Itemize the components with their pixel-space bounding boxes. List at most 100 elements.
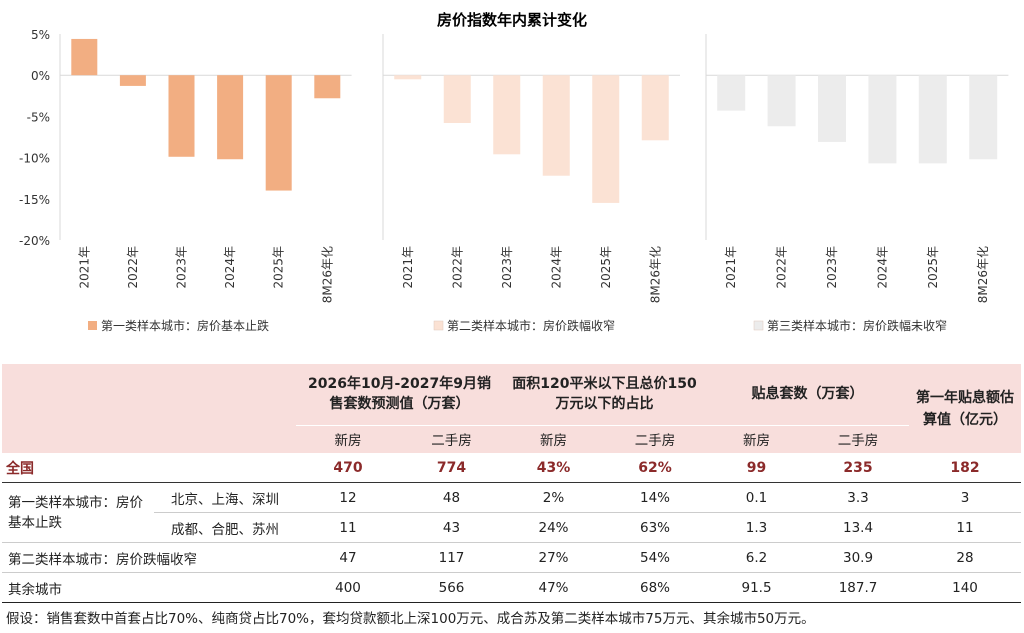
- bar: [868, 75, 897, 164]
- cell: 47: [296, 542, 400, 573]
- x-tick-label: 2025年: [599, 246, 613, 289]
- bar: [918, 75, 947, 164]
- cell: 48: [400, 482, 503, 513]
- x-tick-label: 2022年: [775, 246, 789, 289]
- cell: 99: [706, 453, 808, 483]
- cell: 2%: [503, 482, 604, 513]
- group-label-text: 第一类样本城市：房价基本止跌: [8, 494, 143, 531]
- cell: 470: [296, 453, 400, 483]
- x-tick-label: 2024年: [549, 246, 563, 289]
- y-tick-label: -20%: [19, 234, 50, 248]
- x-tick-label: 2022年: [450, 246, 464, 289]
- x-tick-label: 2023年: [825, 246, 839, 289]
- cell: 140: [909, 572, 1022, 603]
- chart-panels: 2021年 2022年 2023年 2024年 2025年 8M26年化 2021年 2022…: [59, 34, 1009, 303]
- row-label: 第二类样本城市：房价跌幅收窄: [2, 542, 296, 573]
- cell: 566: [400, 572, 503, 603]
- header-row-1: 2026年10月-2027年9月销售套数预测值（万套） 面积120平米以下且总价…: [2, 364, 1022, 453]
- panel-3: 2021年 2022年 2023年 2024年 2025年 8M26年化: [705, 34, 1009, 303]
- bar: [217, 75, 244, 160]
- bar: [542, 75, 570, 176]
- x-tick-label: 2022年: [126, 246, 140, 289]
- bar: [314, 75, 341, 99]
- x-tick-label: 2025年: [926, 246, 940, 289]
- table-row: 成都、合肥、苏州 11 43 24% 63% 1.3 13.4 11: [2, 512, 1022, 543]
- legend-label: 第二类样本城市：房价跌幅收窄: [447, 318, 615, 333]
- legend-swatch: [433, 320, 444, 331]
- legend-item: 第一类样本城市：房价基本止跌: [88, 318, 269, 333]
- legend-item: 第三类样本城市：房价跌幅未收窄: [753, 318, 947, 333]
- x-tick-label: 8M26年化: [320, 246, 334, 303]
- bar: [493, 75, 521, 155]
- cell: 27%: [503, 542, 604, 573]
- cell: 0.1: [706, 482, 808, 513]
- cell: 1.3: [706, 512, 808, 543]
- x-tick-label: 2024年: [223, 246, 237, 289]
- data-table: 2026年10月-2027年9月销售套数预测值（万套） 面积120平米以下且总价…: [2, 364, 1022, 631]
- bar: [71, 38, 98, 76]
- cell: 12: [296, 482, 400, 513]
- data-table-container: 2026年10月-2027年9月销售套数预测值（万套） 面积120平米以下且总价…: [2, 364, 1022, 631]
- row-label: 北京、上海、深圳: [154, 482, 296, 513]
- cell: 182: [909, 453, 1022, 483]
- bar: [592, 75, 620, 203]
- cell: 3.3: [807, 482, 910, 513]
- header-empty-cell: [2, 364, 296, 453]
- cell: 24%: [503, 512, 604, 543]
- y-tick-label: -10%: [19, 152, 50, 166]
- table-row: 第一类样本城市：房价基本止跌 北京、上海、深圳 12 48 2% 14% 0.1…: [2, 482, 1022, 543]
- cell: 63%: [604, 512, 707, 543]
- row-label: 全国: [2, 453, 296, 483]
- cell: 14%: [604, 482, 707, 513]
- x-tick-label: 2024年: [875, 246, 889, 289]
- table-row-national: 全国 470 774 43% 62% 99 235 182: [2, 453, 1022, 483]
- bar: [969, 75, 998, 160]
- bar: [641, 75, 669, 141]
- cell: 400: [296, 572, 400, 603]
- header-used-2: 二手房: [604, 424, 707, 453]
- bar: [168, 75, 195, 157]
- y-tick-label: 5%: [31, 28, 50, 42]
- cell: 6.2: [706, 542, 808, 573]
- header-new-2: 新房: [503, 424, 604, 453]
- header-used-3: 二手房: [807, 424, 910, 453]
- cell: 3: [909, 482, 1022, 513]
- x-tick-label: 2021年: [724, 246, 738, 289]
- panel-1: 2021年 2022年 2023年 2024年 2025年 8M26年化: [59, 34, 352, 303]
- header-subsidy-amount: 第一年贴息额估算值（亿元）: [909, 364, 1022, 453]
- x-tick-label: 2025年: [272, 246, 286, 289]
- bar: [717, 75, 746, 111]
- bar: [818, 75, 846, 142]
- cell: 28: [909, 542, 1022, 573]
- legend-swatch: [88, 321, 97, 330]
- y-tick-label: -5%: [27, 110, 50, 124]
- x-tick-label: 2021年: [401, 246, 415, 289]
- x-tick-label: 8M26年化: [648, 246, 662, 303]
- cell: 235: [807, 453, 910, 483]
- group-label: 第一类样本城市：房价基本止跌: [2, 482, 154, 543]
- header-used-1: 二手房: [400, 424, 503, 453]
- header-row-2: 新房 二手房 新房 二手房 新房 二手房: [2, 424, 1021, 453]
- cell: 47%: [503, 572, 604, 603]
- cell: 91.5: [706, 572, 808, 603]
- row-label: 其余城市: [2, 572, 296, 603]
- cell: 62%: [604, 453, 707, 483]
- cell: 117: [400, 542, 503, 573]
- bar: [767, 75, 796, 127]
- table-row: 第二类样本城市：房价跌幅收窄 47 117 27% 54% 6.2 30.9 2…: [2, 542, 1022, 573]
- chart-title: 房价指数年内累计变化: [437, 11, 587, 29]
- cell: 774: [400, 453, 503, 483]
- cell: 11: [909, 512, 1022, 543]
- cell: 54%: [604, 542, 707, 573]
- y-tick-label: 0%: [31, 69, 50, 83]
- panel-2: 2021年 2022年 2023年 2024年 2025年 8M26年化: [382, 34, 680, 303]
- legend-item: 第二类样本城市：房价跌幅收窄: [433, 318, 615, 333]
- cell: 11: [296, 512, 400, 543]
- header-subsidy-units: 贴息套数（万套）: [706, 364, 910, 425]
- header-sales-forecast: 2026年10月-2027年9月销售套数预测值（万套）: [296, 364, 503, 425]
- cell: 43%: [503, 453, 604, 483]
- y-axis: 5% 0% -5% -10% -15% -20%: [19, 28, 50, 248]
- table-note: 假设：销售套数中首套占比70%、纯商贷占比70%，套均贷款额北上深100万元、成…: [6, 611, 815, 627]
- cell: 13.4: [807, 512, 910, 543]
- x-tick-label: 2021年: [77, 246, 91, 289]
